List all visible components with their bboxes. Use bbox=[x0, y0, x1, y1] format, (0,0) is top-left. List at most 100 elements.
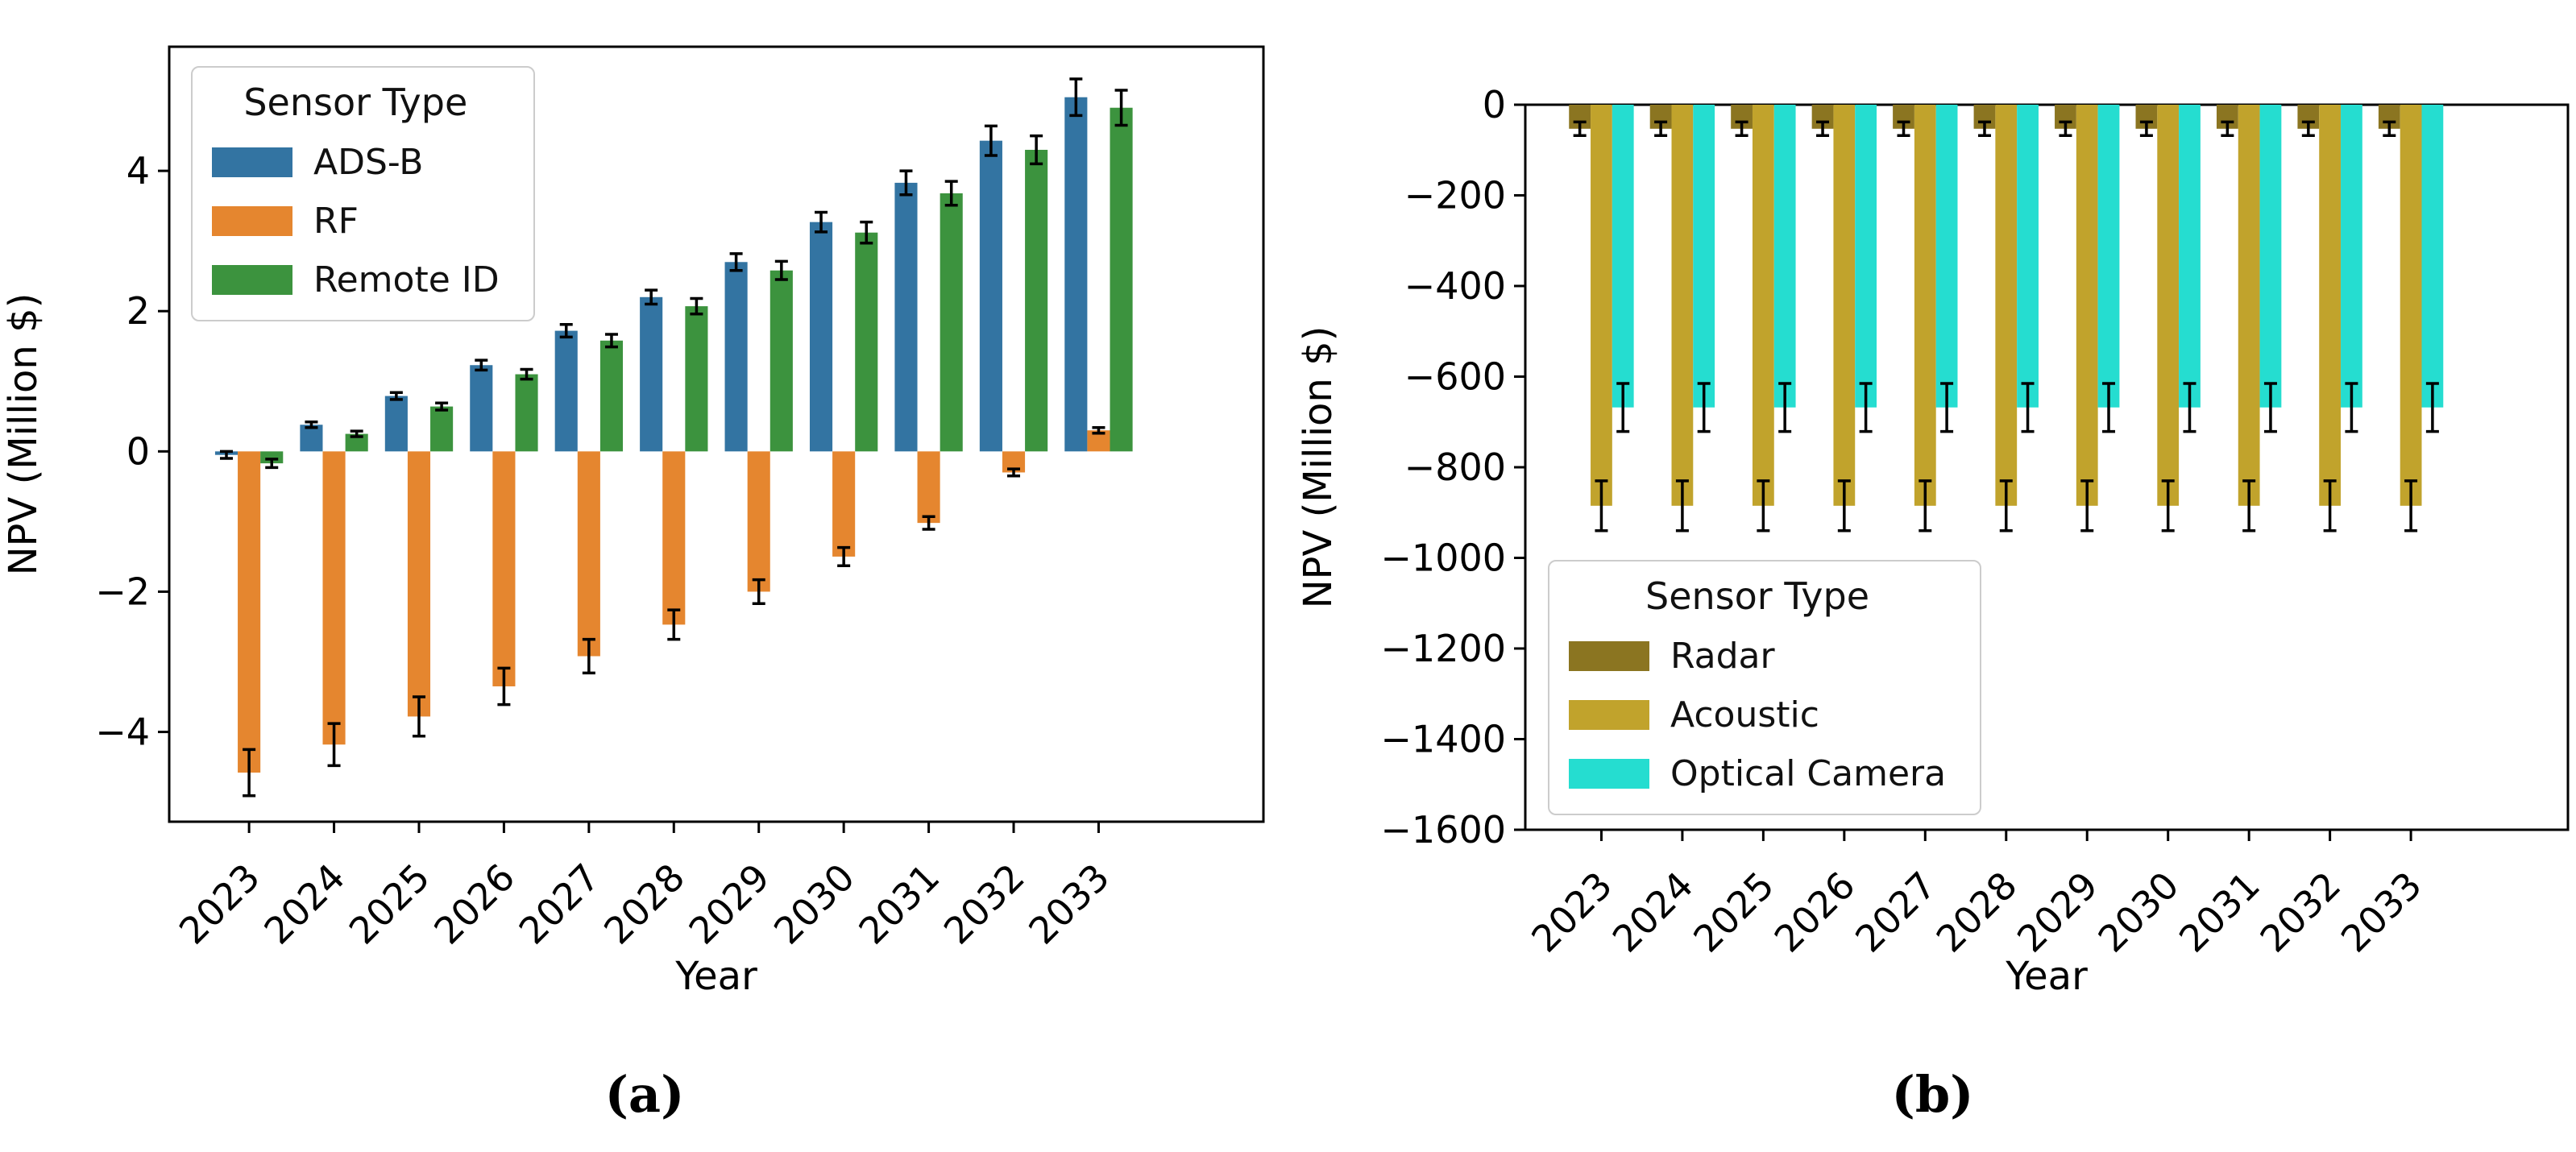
x-tick-label-a: 2026 bbox=[425, 856, 523, 953]
x-tick-label-b: 2029 bbox=[2009, 864, 2106, 961]
y-tick-label-b: −1200 bbox=[1380, 627, 1506, 670]
x-axis-label-b: Year bbox=[2005, 954, 2088, 999]
legend-row-ADS-B: ADS-B bbox=[212, 142, 500, 183]
x-tick-label-b: 2024 bbox=[1604, 864, 1702, 961]
x-tick-label-a: 2025 bbox=[341, 856, 438, 953]
bar-a-RF-2024 bbox=[322, 451, 346, 745]
y-axis-label-a: NPV (Million $) bbox=[1, 293, 46, 576]
y-tick-label-b: −1000 bbox=[1380, 537, 1506, 580]
bar-b-Optical Camera-2029 bbox=[2097, 105, 2120, 408]
y-axis-label-b: NPV (Million $) bbox=[1296, 326, 1341, 609]
legend-label: RF bbox=[313, 201, 359, 242]
x-axis-label-a: Year bbox=[674, 954, 757, 999]
bar-b-Optical Camera-2032 bbox=[2341, 105, 2362, 408]
bar-b-Acoustic-2032 bbox=[2319, 105, 2342, 506]
bar-a-Remote ID-2029 bbox=[769, 270, 793, 452]
y-tick-label-a: −2 bbox=[95, 570, 150, 613]
bar-a-Remote ID-2024 bbox=[345, 433, 368, 452]
bar-a-RF-2027 bbox=[577, 451, 600, 657]
bar-b-Acoustic-2031 bbox=[2238, 105, 2260, 506]
x-tick-label-a: 2024 bbox=[255, 856, 353, 953]
legend-swatch-Optical Camera bbox=[1569, 759, 1649, 789]
panel-a: 4 2 0 −2 −4 2023 2024 2025 2026 2027 2028 2029 2030 2… bbox=[1, 45, 1265, 1124]
legend-swatch-Acoustic bbox=[1569, 700, 1649, 730]
y-tick-label-b: −800 bbox=[1404, 445, 1506, 489]
x-tick-label-b: 2028 bbox=[1928, 864, 2026, 961]
chart-b-plot: 0 −200 −400 −600 −800 −1000 −1200 −1400 −1600 202… bbox=[1296, 83, 2570, 999]
bar-b-Acoustic-2023 bbox=[1591, 105, 1612, 506]
bar-a-RF-2030 bbox=[832, 451, 856, 557]
bar-b-Acoustic-2033 bbox=[2400, 105, 2422, 506]
bar-a-Remote ID-2032 bbox=[1025, 149, 1048, 452]
legend-swatch-Remote ID bbox=[212, 265, 292, 295]
bar-a-RF-2026 bbox=[492, 451, 516, 686]
bar-a-ADS-B-2032 bbox=[979, 140, 1002, 452]
bar-b-Acoustic-2029 bbox=[2076, 105, 2098, 506]
bar-a-ADS-B-2026 bbox=[470, 365, 493, 452]
bar-b-Optical Camera-2023 bbox=[1612, 105, 1634, 408]
legend-row-Radar: Radar bbox=[1569, 636, 1946, 677]
legend-b-title: Sensor Type bbox=[1645, 574, 1870, 618]
x-tick-label-a: 2030 bbox=[765, 856, 863, 953]
x-tick-label-a: 2023 bbox=[171, 856, 268, 953]
bar-a-ADS-B-2027 bbox=[554, 330, 578, 452]
bar-a-Remote ID-2028 bbox=[685, 306, 708, 452]
bar-a-Remote ID-2026 bbox=[515, 374, 538, 452]
bar-b-Optical Camera-2030 bbox=[2179, 105, 2201, 408]
chart-a-plot: 420−2−4202320242025202620272028202920302… bbox=[1, 45, 1265, 999]
y-tick-label-a: −4 bbox=[95, 711, 150, 754]
bar-a-RF-2029 bbox=[747, 451, 770, 592]
bar-a-RF-2028 bbox=[662, 451, 686, 625]
bar-b-Optical Camera-2028 bbox=[2017, 105, 2039, 408]
bar-a-ADS-B-2033 bbox=[1064, 97, 1088, 452]
y-tick-label-a: 0 bbox=[127, 429, 150, 473]
legend-row-RF: RF bbox=[212, 201, 500, 242]
y-tick-label-a: 2 bbox=[127, 289, 150, 333]
bar-a-Remote ID-2030 bbox=[855, 232, 878, 452]
plot-border-a bbox=[168, 45, 1265, 823]
legend-a-title: Sensor Type bbox=[243, 81, 468, 124]
y-tick-label-b: −1600 bbox=[1380, 808, 1506, 852]
legend-row-Acoustic: Acoustic bbox=[1569, 694, 1946, 736]
panel-b: 0 −200 −400 −600 −800 −1000 −1200 −1400 −1600 202… bbox=[1289, 0, 2576, 1152]
legend-label: Acoustic bbox=[1670, 694, 1819, 736]
bar-b-Acoustic-2030 bbox=[2157, 105, 2180, 506]
bar-a-ADS-B-2030 bbox=[809, 222, 833, 452]
x-tick-label-a: 2031 bbox=[850, 856, 948, 953]
x-tick-label-b: 2026 bbox=[1766, 864, 1864, 961]
bar-a-RF-2025 bbox=[407, 451, 431, 717]
x-tick-label-a: 2033 bbox=[1020, 856, 1118, 953]
legend-b-rows: Radar Acoustic Optical Camera bbox=[1569, 636, 1946, 794]
bar-a-RF-2023 bbox=[238, 451, 261, 773]
legend-swatch-Radar bbox=[1569, 641, 1649, 671]
legend-label: ADS-B bbox=[313, 142, 424, 183]
y-tick-label-a: 4 bbox=[127, 149, 150, 193]
legend-b: Sensor Type Radar Acoustic Optical Camera bbox=[1548, 560, 1982, 815]
bar-b-Optical Camera-2026 bbox=[1855, 105, 1877, 408]
bar-b-Acoustic-2027 bbox=[1914, 105, 1936, 506]
bar-a-ADS-B-2031 bbox=[894, 182, 918, 452]
bar-a-Remote ID-2033 bbox=[1110, 107, 1133, 452]
bar-a-RF-2031 bbox=[917, 451, 940, 524]
legend-label: Optical Camera bbox=[1670, 753, 1947, 794]
bar-b-Acoustic-2024 bbox=[1671, 105, 1694, 506]
y-tick-label-b: 0 bbox=[1483, 83, 1506, 126]
legend-swatch-RF bbox=[212, 206, 292, 236]
bar-a-Remote ID-2027 bbox=[599, 340, 624, 452]
x-tick-label-b: 2027 bbox=[1847, 864, 1944, 961]
x-tick-label-b: 2032 bbox=[2251, 864, 2349, 961]
bar-a-Remote ID-2031 bbox=[940, 193, 963, 452]
bar-a-ADS-B-2028 bbox=[640, 296, 663, 452]
legend-label: Remote ID bbox=[313, 259, 500, 300]
bar-a-ADS-B-2029 bbox=[724, 262, 748, 452]
bar-a-Remote ID-2025 bbox=[430, 406, 454, 452]
legend-row-Remote ID: Remote ID bbox=[212, 259, 500, 300]
y-tick-label-b: −1400 bbox=[1380, 718, 1506, 761]
bar-b-Optical Camera-2033 bbox=[2421, 105, 2444, 408]
x-tick-label-a: 2027 bbox=[511, 856, 608, 953]
x-tick-label-a: 2029 bbox=[681, 856, 778, 953]
x-tick-label-a: 2028 bbox=[595, 856, 693, 953]
y-tick-label-b: −400 bbox=[1404, 264, 1506, 308]
x-tick-label-a: 2032 bbox=[935, 856, 1033, 953]
